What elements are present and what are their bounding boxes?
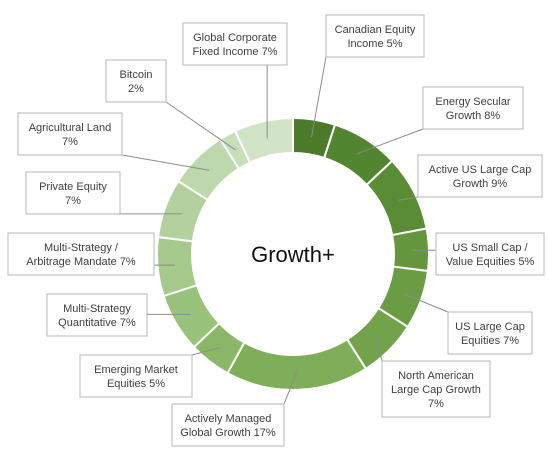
callout-box [25, 171, 121, 215]
callout-box [7, 232, 155, 276]
callout-leader-line [191, 347, 221, 356]
slice-label: US Small Cap / Value Equities 5% [446, 242, 535, 268]
callout-leader-line [165, 101, 237, 151]
slice-label: Agricultural Land 7% [29, 122, 112, 148]
slice-label: Actively Managed Global Growth 17% [180, 413, 276, 439]
donut-slice [156, 235, 199, 298]
slice-label: Energy Secular Growth 8% [435, 96, 511, 122]
slices-group [156, 116, 430, 391]
slice-label: Global Corporate Fixed Income 7% [193, 32, 278, 58]
callouts-group: Canadian Equity Income 5% Energy Secular Gr… [7, 14, 545, 447]
slice-label: US Large Cap Equities 7% [455, 321, 525, 347]
donut-slice [226, 337, 368, 391]
callout-box [422, 86, 524, 130]
callout-box [182, 22, 288, 66]
callout-leader-line [404, 293, 449, 313]
slice-label: North American Large Cap Growth 7% [391, 370, 481, 410]
callout-box [46, 293, 148, 337]
callout-leader-line [283, 372, 298, 405]
slice-label: Multi-Strategy Quantitative 7% [58, 303, 136, 329]
slice-label: Private Equity 7% [39, 181, 107, 207]
callout-box [171, 403, 285, 447]
callout-box [381, 360, 491, 418]
callout-box [325, 14, 425, 58]
callout-box [79, 354, 193, 398]
slice-label: Emerging Market Equities 5% [94, 364, 178, 390]
callout-leader-line [356, 128, 424, 155]
donut-slice [233, 116, 294, 164]
slice-label: Multi-Strategy / Arbitrage Mandate 7% [26, 242, 136, 268]
callout-box [17, 112, 123, 156]
callout-box [435, 232, 545, 276]
slice-label: Canadian Equity Income 5% [335, 24, 416, 50]
center-label: Growth+ [251, 242, 335, 267]
callout-leader-line [311, 56, 327, 138]
slice-label: Bitcoin 2% [119, 69, 152, 95]
callout-box [105, 59, 167, 103]
slice-label: Active US Large Cap Growth 9% [429, 164, 532, 190]
callout-leader-line [121, 154, 210, 171]
callout-box [417, 154, 543, 198]
callout-box [447, 311, 533, 355]
callout-leader-line [398, 196, 419, 201]
callout-leader-line [376, 337, 383, 362]
